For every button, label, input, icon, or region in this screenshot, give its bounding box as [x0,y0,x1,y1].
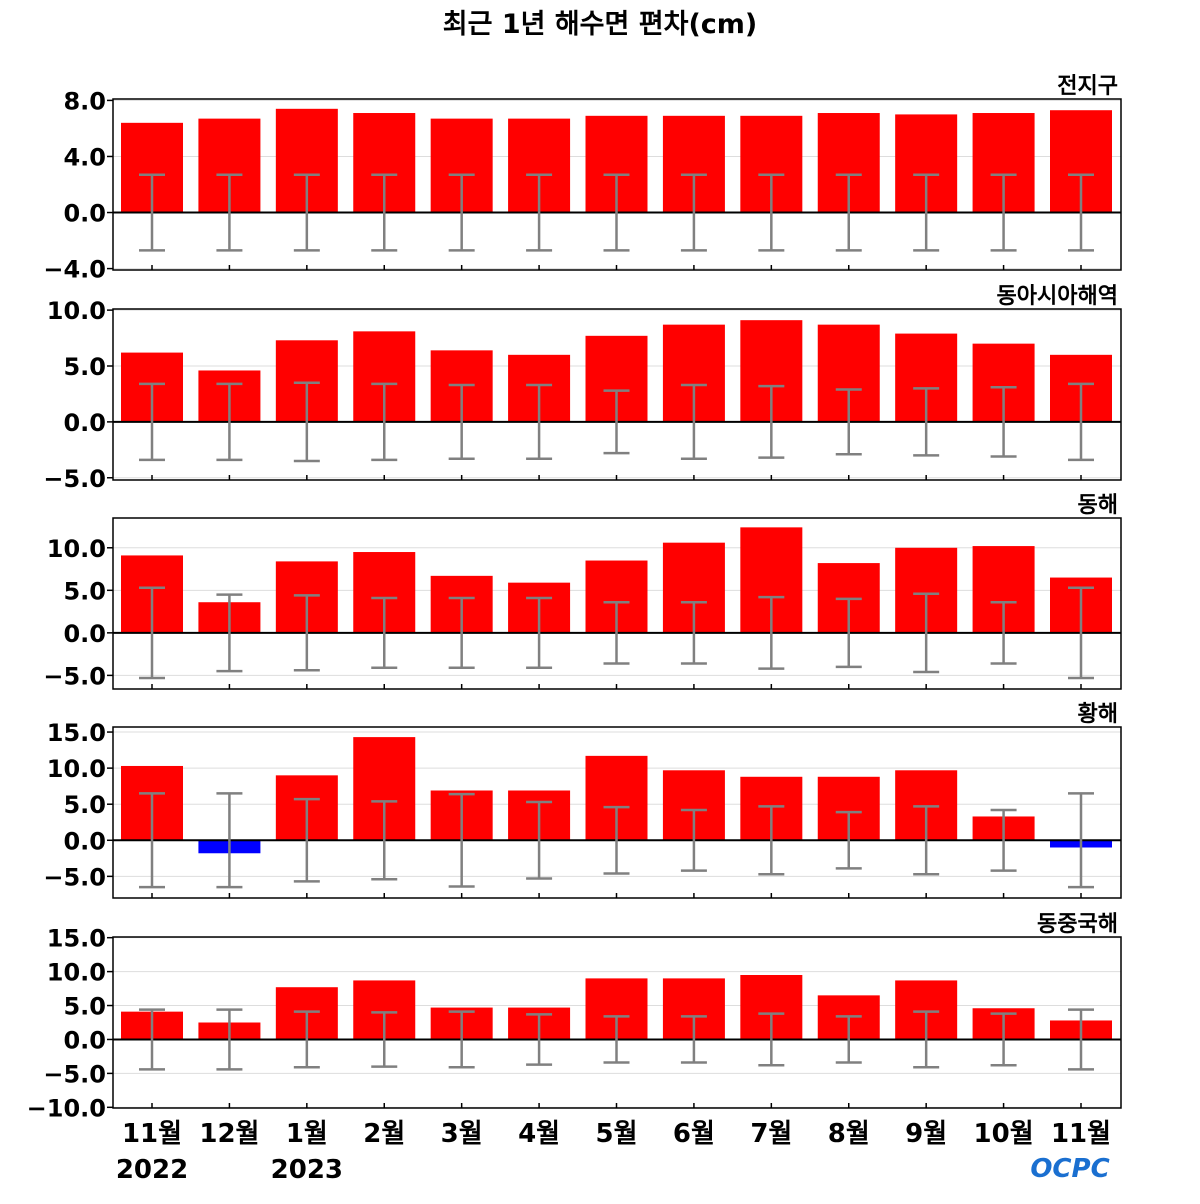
ocpc-logo: OCPC [1030,1154,1109,1184]
x-tick-label: 11월 [122,1119,182,1149]
panel-frame [112,936,1122,1109]
x-tick-label: 9월 [905,1119,947,1149]
panel-frame [112,726,1122,899]
y-tick-label: 8.0 [63,87,106,115]
x-tick-label: 10월 [974,1119,1034,1149]
y-tick-label: −10.0 [27,1094,106,1122]
panel-frame [112,308,1122,481]
panel-title: 전지구 [1057,74,1118,99]
panel-title: 동아시아해역 [997,284,1118,309]
x-tick-label: 7월 [750,1119,792,1149]
y-tick-label: 15.0 [47,925,106,953]
y-tick-label: 5.0 [63,353,106,381]
y-tick-label: 10.0 [47,755,106,783]
y-tick-label: 5.0 [63,577,106,605]
panel-frame [112,98,1122,271]
panel-title: 황해 [1078,702,1118,727]
y-tick-label: 0.0 [63,409,106,437]
y-tick-label: −5.0 [43,863,106,891]
y-tick-label: 4.0 [63,143,106,171]
y-tick-label: 10.0 [47,535,106,563]
y-tick-label: 10.0 [47,297,106,325]
x-tick-label: 4월 [518,1119,560,1149]
y-tick-label: 5.0 [63,791,106,819]
x-tick-label: 5월 [595,1119,637,1149]
y-tick-label: −5.0 [43,662,106,690]
y-tick-label: 0.0 [63,200,106,228]
y-tick-label: 0.0 [63,1026,106,1054]
y-tick-label: −4.0 [43,256,106,284]
y-tick-label: 5.0 [63,993,106,1021]
x-tick-label: 6월 [673,1119,715,1149]
x-tick-label: 3월 [441,1119,483,1149]
chart-title: 최근 1년 해수면 편차(cm) [443,9,758,40]
y-tick-label: 0.0 [63,827,106,855]
x-tick-label: 2월 [363,1119,405,1149]
panel-frame [112,517,1122,690]
x-tick-label: 11월 [1051,1119,1111,1149]
x-tick-label: 8월 [828,1119,870,1149]
y-tick-label: −5.0 [43,465,106,493]
x-tick-label: 1월 [286,1119,328,1149]
x-tick-label: 12월 [199,1119,259,1149]
y-tick-label: −5.0 [43,1060,106,1088]
year-label: 2022 [116,1155,188,1185]
panel-title: 동중국해 [1037,912,1118,937]
y-tick-label: 0.0 [63,620,106,648]
y-tick-label: 15.0 [47,719,106,747]
panel-title: 동해 [1078,493,1118,518]
year-label: 2023 [271,1155,343,1185]
y-tick-label: 10.0 [47,959,106,987]
